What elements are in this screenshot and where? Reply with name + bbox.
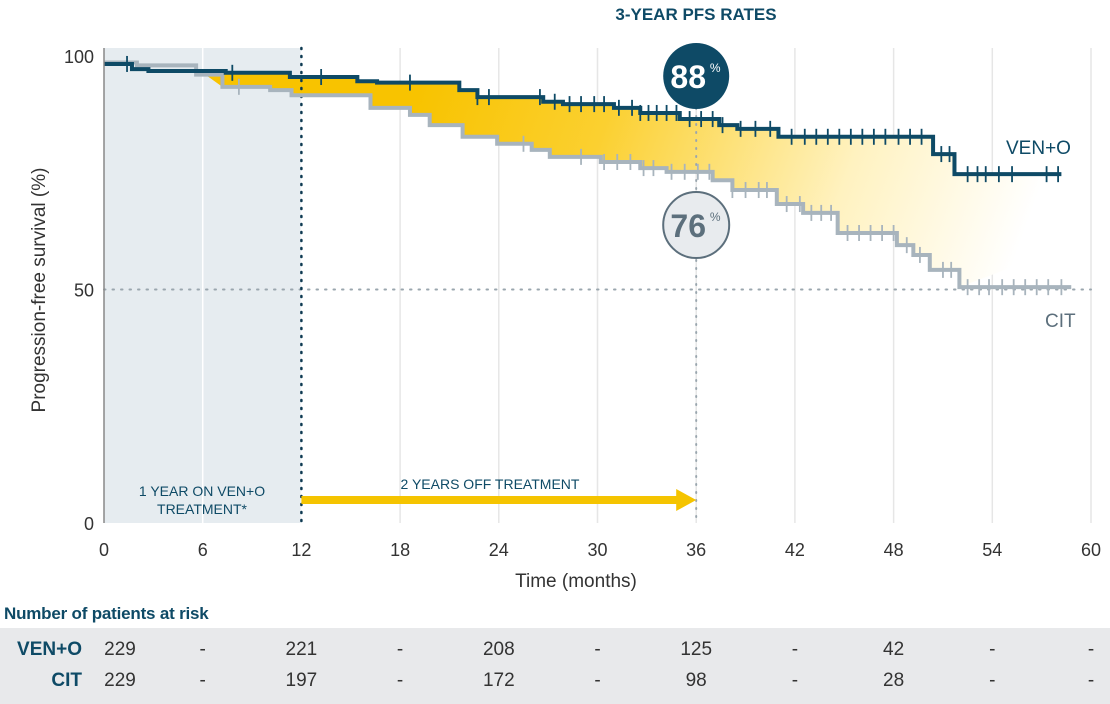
x-tick-label: 54 — [982, 540, 1002, 560]
fill-between-curves — [202, 70, 1066, 288]
cit-rate-value: 76 — [670, 208, 706, 244]
risk-table-row: CIT 229 - 197 - 172 - 98 - 28 - - — [0, 670, 1110, 698]
ven-rate-value: 88 — [670, 59, 706, 95]
risk-cell: - — [791, 639, 799, 660]
x-tick-label: 24 — [489, 540, 509, 560]
x-tick-label: 60 — [1081, 540, 1101, 560]
on-treatment-label-2: TREATMENT* — [157, 501, 248, 517]
y-axis-label: Progression-free survival (%) — [29, 168, 50, 413]
risk-cell: 42 — [883, 639, 905, 660]
x-tick-label: 48 — [884, 540, 904, 560]
cit-series-label: CIT — [1045, 311, 1076, 332]
series-line-ven-o — [104, 61, 1062, 177]
risk-cell: 197 — [285, 670, 318, 691]
chart-title: 3-YEAR PFS RATES — [615, 5, 776, 24]
risk-cell: 229 — [104, 670, 136, 691]
risk-cell: - — [396, 670, 404, 691]
risk-table-row: VEN+O 229 - 221 - 208 - 125 - 42 - - — [0, 639, 1110, 667]
series-line-cit — [104, 60, 1072, 290]
ven-rate-badge — [663, 43, 730, 109]
risk-cell: - — [791, 670, 799, 691]
km-chart: 0 6 12 18 24 30 36 42 48 54 60 0 50 100 88 % 76% 3-YEAR… — [29, 5, 1101, 592]
x-tick-label: 0 — [99, 540, 109, 560]
risk-row-label: CIT — [51, 670, 82, 691]
risk-cell: 98 — [685, 670, 707, 691]
cit-rate-unit: % — [710, 210, 721, 224]
risk-cell: - — [396, 639, 404, 660]
y-tick-label: 50 — [74, 281, 94, 301]
risk-cell: 221 — [285, 639, 318, 660]
x-tick-label: 6 — [198, 540, 208, 560]
ven-rate-unit: % — [710, 61, 721, 75]
on-treatment-label-1: 1 YEAR ON VEN+O — [139, 483, 265, 499]
risk-cell: - — [199, 670, 206, 691]
risk-table — [0, 628, 1110, 704]
risk-cell: - — [989, 670, 996, 691]
risk-table-title: Number of patients at risk — [4, 604, 209, 623]
x-tick-label: 36 — [686, 540, 706, 560]
risk-cell: 229 — [104, 639, 136, 660]
risk-cell: 125 — [680, 639, 713, 660]
off-treatment-label: 2 YEARS OFF TREATMENT — [401, 476, 580, 492]
x-tick-label: 42 — [785, 540, 805, 560]
x-axis-label: Time (months) — [515, 571, 637, 592]
y-tick-label: 100 — [64, 47, 94, 67]
risk-cell: - — [199, 639, 206, 660]
risk-cell: - — [1087, 639, 1095, 660]
risk-cell: 208 — [482, 639, 515, 660]
risk-cell: 28 — [883, 670, 905, 691]
risk-cell: - — [989, 639, 996, 660]
risk-row-label: VEN+O — [17, 639, 82, 660]
cit-rate-badge — [662, 191, 731, 259]
x-tick-label: 12 — [291, 540, 311, 560]
x-tick-label: 18 — [390, 540, 410, 560]
risk-cell: - — [594, 670, 601, 691]
arrow-head-icon — [676, 489, 697, 511]
risk-cell: - — [594, 639, 601, 660]
ven-series-label: VEN+O — [1006, 138, 1071, 159]
x-tick-label: 30 — [587, 540, 607, 560]
y-tick-label: 0 — [84, 514, 94, 534]
risk-cell: 172 — [482, 670, 515, 691]
risk-cell: - — [1087, 670, 1095, 691]
